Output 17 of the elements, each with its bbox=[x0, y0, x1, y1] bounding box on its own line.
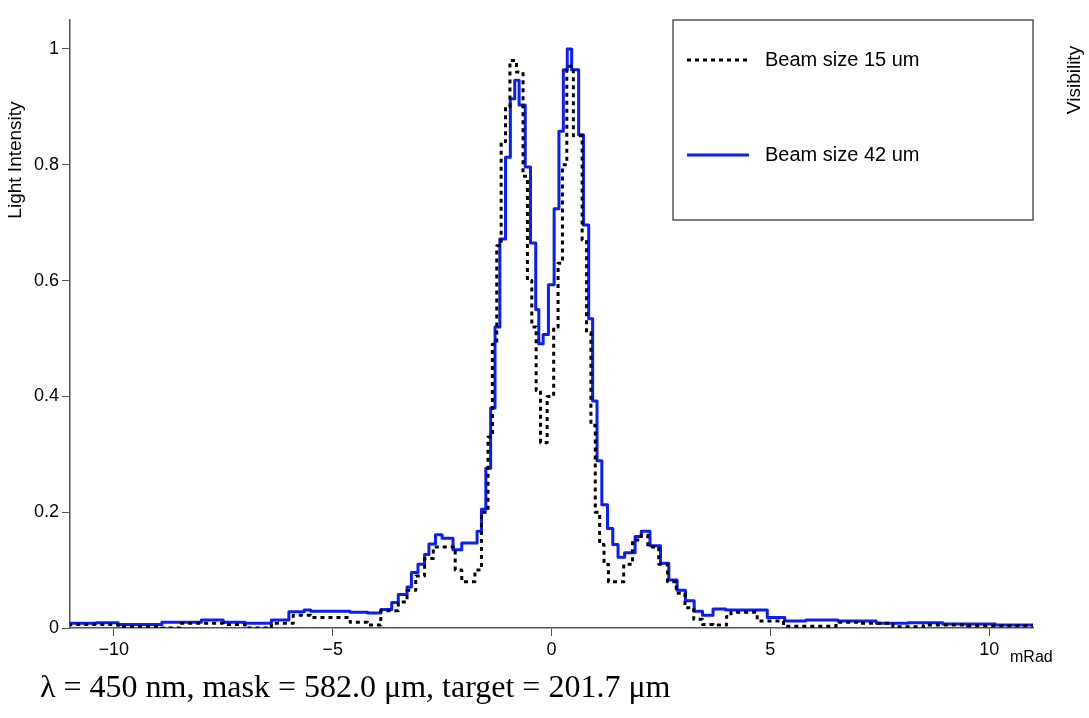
x-tick-label: 5 bbox=[765, 638, 776, 659]
legend-label: Beam size 42 um bbox=[765, 142, 920, 165]
y-axis-title: Light Intensity bbox=[4, 101, 26, 219]
y-tick-label: 0.8 bbox=[33, 153, 59, 174]
x-tick-label: 10 bbox=[979, 638, 1000, 659]
y-tick-label: 0.6 bbox=[33, 269, 59, 290]
text: λ = 450 nm, mask = 582.0 μm, target = 201.7 μm bbox=[40, 668, 671, 705]
x-tick-label: −10 bbox=[98, 638, 130, 659]
text: Visibility bbox=[1063, 45, 1085, 115]
x-axis-title: mRad bbox=[1010, 648, 1053, 666]
legend-label: Beam size 15 um bbox=[765, 47, 920, 70]
y-tick-label: 0 bbox=[48, 616, 59, 637]
y-tick-label: 1 bbox=[48, 37, 59, 58]
x-tick-label: −5 bbox=[322, 638, 343, 659]
y-tick-label: 0.4 bbox=[33, 385, 59, 406]
x-tick-label: 0 bbox=[546, 638, 557, 659]
y-tick-label: 0.2 bbox=[33, 501, 59, 522]
